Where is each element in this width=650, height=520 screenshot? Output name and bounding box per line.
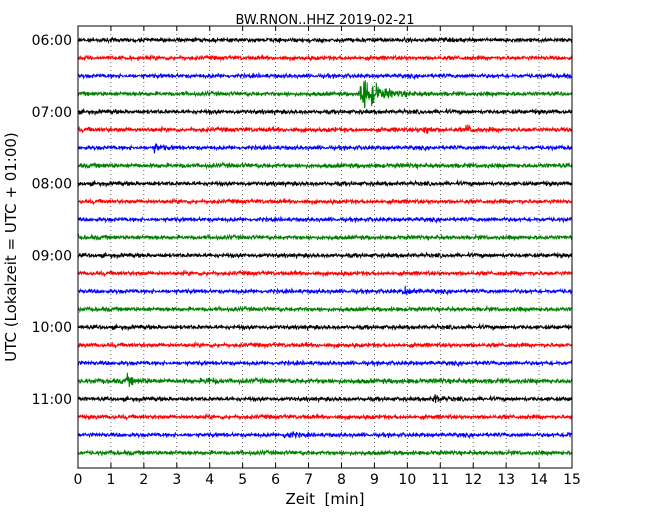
- x-tick-label: 12: [464, 472, 482, 488]
- trace-line: [77, 232, 573, 242]
- x-tick-label: 2: [139, 472, 148, 488]
- trace-line: [77, 372, 573, 388]
- trace-line: [77, 80, 573, 109]
- x-axis-label: Zeit [min]: [285, 490, 364, 508]
- trace-line: [77, 448, 573, 457]
- chart-title: BW.RNON..HHZ 2019-02-21: [235, 13, 414, 28]
- trace-line: [77, 322, 573, 332]
- trace-line: [77, 197, 573, 206]
- x-tick-label: 13: [497, 472, 515, 488]
- trace-line: [77, 250, 573, 260]
- y-tick-label: 07:00: [32, 105, 72, 121]
- trace-line: [77, 412, 573, 422]
- trace-line: [77, 53, 573, 63]
- x-tick-label: 8: [337, 472, 346, 488]
- x-tick-label: 9: [370, 472, 379, 488]
- x-tick-label: 11: [431, 472, 449, 488]
- seismic-traces: [77, 36, 573, 457]
- plot-frame: [77, 25, 573, 469]
- trace-line: [77, 304, 573, 314]
- y-tick-label: 06:00: [32, 33, 72, 49]
- trace-line: [77, 142, 573, 154]
- x-tick-label: 1: [106, 472, 115, 488]
- y-axis-ticks: 06:00 07:00 08:00 09:00 10:00 11:00: [32, 33, 572, 408]
- trace-line: [77, 269, 573, 278]
- y-tick-label: 10:00: [32, 320, 72, 336]
- y-tick-label: 11:00: [32, 392, 72, 408]
- trace-line: [77, 394, 573, 404]
- trace-line: [77, 179, 573, 188]
- trace-line: [77, 431, 573, 440]
- trace-line: [77, 341, 573, 350]
- x-tick-label: 10: [398, 472, 416, 488]
- x-axis-ticks: 0 1 2 3 4 5 6 7 8 9 10 11 12 13 14 15: [74, 26, 581, 488]
- trace-line: [77, 358, 573, 368]
- x-tick-label: 14: [530, 472, 548, 488]
- x-tick-label: 5: [238, 472, 247, 488]
- x-tick-label: 4: [205, 472, 214, 488]
- trace-line: [77, 215, 573, 224]
- x-tick-label: 15: [563, 472, 581, 488]
- trace-line: [77, 124, 573, 134]
- x-tick-label: 3: [172, 472, 181, 488]
- y-tick-label: 08:00: [32, 177, 72, 193]
- trace-line: [77, 36, 573, 45]
- y-axis-label: UTC (Lokalzeit = UTC + 01:00): [2, 132, 20, 362]
- x-tick-label: 0: [74, 472, 83, 488]
- trace-line: [77, 161, 573, 171]
- trace-line: [77, 71, 573, 81]
- y-tick-label: 09:00: [32, 248, 72, 264]
- trace-line: [77, 107, 573, 117]
- grid-lines: [110, 26, 540, 468]
- x-tick-label: 7: [304, 472, 313, 488]
- trace-line: [77, 285, 573, 296]
- x-tick-label: 6: [271, 472, 280, 488]
